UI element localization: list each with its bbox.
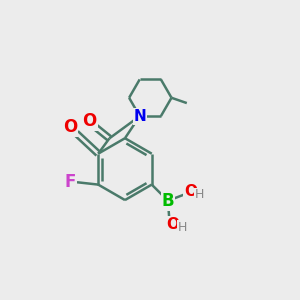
Text: O: O [63, 118, 77, 136]
Text: B: B [162, 192, 174, 210]
Text: N: N [134, 109, 147, 124]
Text: O: O [167, 217, 179, 232]
Text: H: H [177, 221, 187, 234]
Text: O: O [184, 184, 197, 200]
Text: F: F [65, 173, 76, 191]
Text: O: O [82, 112, 97, 130]
Text: H: H [195, 188, 204, 201]
